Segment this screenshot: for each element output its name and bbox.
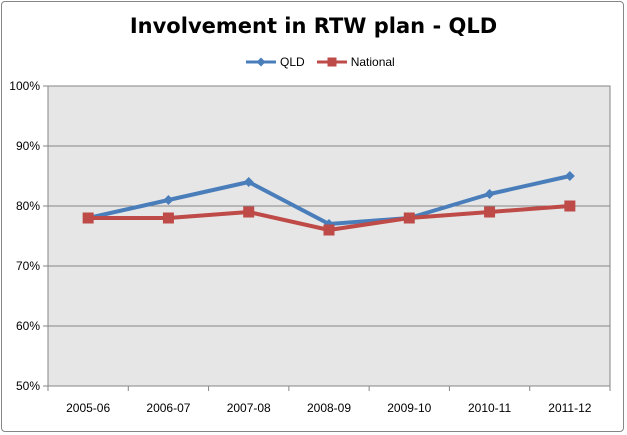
data-point-qld xyxy=(163,195,174,205)
plot-area xyxy=(47,85,611,387)
y-tick-label: 80% xyxy=(16,199,40,213)
data-point-national xyxy=(323,224,335,236)
legend: QLD National xyxy=(246,54,407,70)
x-tick-label: 2009-10 xyxy=(387,401,431,415)
x-tick-label: 2011-12 xyxy=(548,401,591,415)
y-tick-label: 60% xyxy=(16,319,40,333)
data-point-national xyxy=(484,206,496,218)
x-tick-label: 2006-07 xyxy=(146,401,190,415)
data-point-qld xyxy=(484,189,495,199)
x-tick-label: 2008-09 xyxy=(307,401,351,415)
y-tick-label: 90% xyxy=(16,139,40,153)
chart-title: Involvement in RTW plan - QLD xyxy=(129,14,498,38)
data-point-national xyxy=(82,212,94,224)
data-point-national xyxy=(403,212,415,224)
x-tick-label: 2010-11 xyxy=(468,401,511,415)
legend-swatch-national xyxy=(316,57,347,67)
legend-swatch-qld xyxy=(246,57,276,67)
legend-label-qld: QLD xyxy=(280,55,305,69)
x-tick-label: 2005-06 xyxy=(66,401,110,415)
data-point-national xyxy=(564,200,576,212)
data-point-qld xyxy=(564,171,575,181)
y-tick-label: 100% xyxy=(9,79,40,93)
data-point-national xyxy=(243,206,255,218)
legend-item-national: National xyxy=(316,55,395,69)
legend-label-national: National xyxy=(350,55,395,69)
y-tick-label: 70% xyxy=(16,259,40,273)
x-tick-label: 2007-08 xyxy=(227,401,271,415)
legend-item-qld: QLD xyxy=(246,55,305,69)
y-tick-label: 50% xyxy=(16,379,40,393)
data-point-qld xyxy=(243,177,254,187)
data-point-national xyxy=(162,212,174,224)
